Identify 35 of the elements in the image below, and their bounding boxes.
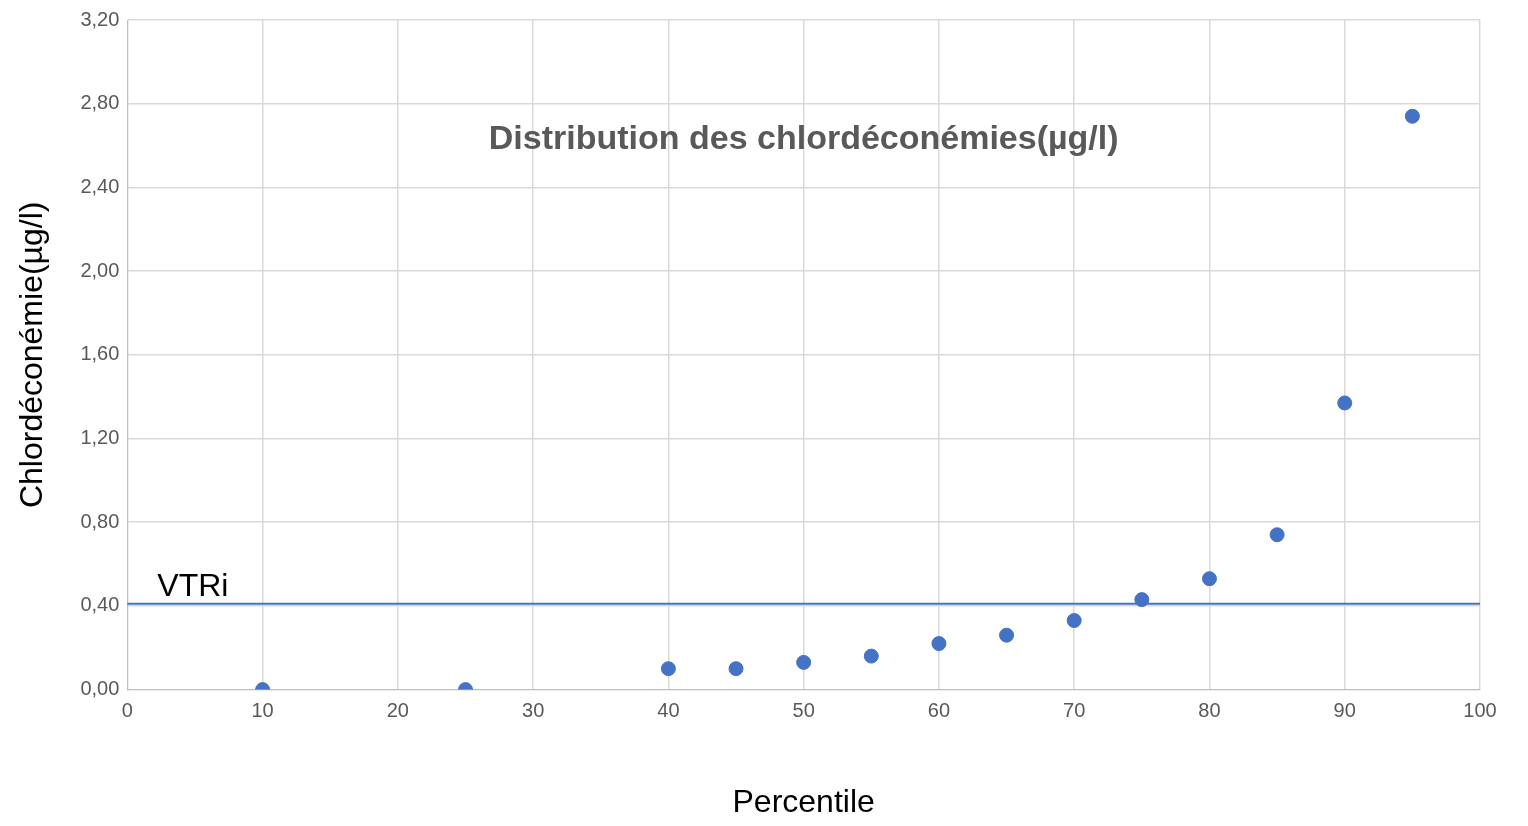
point [1404,108,1420,124]
x-tick-label: 100 [1463,699,1497,722]
point [1066,613,1082,629]
x-tick-label: 40 [657,699,680,722]
point [1269,527,1285,543]
point [660,661,676,677]
x-tick-label: 30 [522,699,545,722]
text: Distribution des chlordéconémies(µg/l) [488,118,1119,157]
point [728,661,744,677]
y-tick-label: 0,00 [80,677,120,700]
y-tick-label: 2,80 [80,91,120,114]
point [863,648,879,664]
x-tick-label: 20 [386,699,409,722]
y-tick-label: 1,60 [80,342,120,365]
y-tick-label: 0,40 [80,593,120,616]
y-tick-label: 1,20 [80,426,120,449]
ref-line-label: VTRi [157,566,229,603]
point [796,654,812,670]
point [1337,395,1353,411]
y-tick-label: 2,00 [80,258,120,281]
y-tick-label: 3,20 [80,7,120,30]
point [1201,571,1217,587]
x-tick-label: 0 [121,699,133,722]
x-tick-label: 90 [1333,699,1356,722]
x-tick-label: 80 [1198,699,1221,722]
x-axis-title: Percentile [732,782,875,819]
x-tick-label: 10 [251,699,274,722]
point [999,627,1015,643]
x-tick-label: 60 [927,699,951,722]
y-axis-title: Chlordéconémie(µg/l) [13,201,50,509]
y-tick-label: 2,40 [80,174,120,197]
point [931,636,947,652]
x-tick-label: 50 [792,699,815,722]
x-tick-label: 70 [1063,699,1086,722]
y-tick-label: 0,80 [80,509,120,532]
